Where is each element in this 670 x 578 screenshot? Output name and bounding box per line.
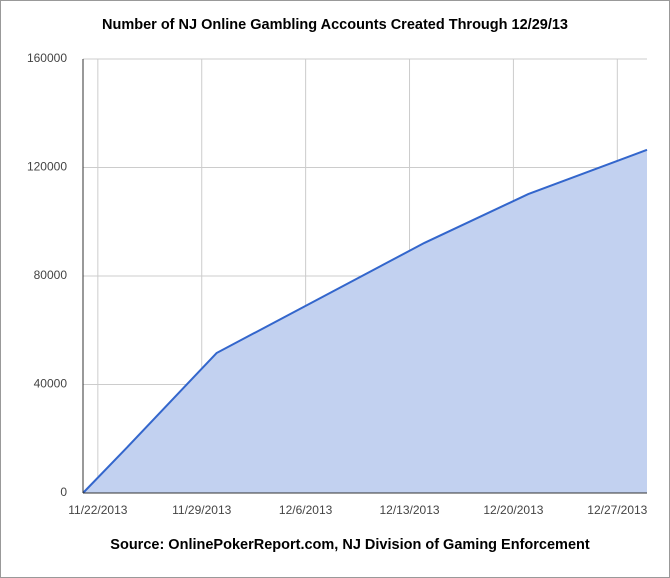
chart-title: Number of NJ Online Gambling Accounts Cr… <box>102 17 568 33</box>
y-tick-label: 0 <box>60 485 67 499</box>
x-tick-label: 12/20/2013 <box>483 503 543 517</box>
chart-source: Source: OnlinePokerReport.com, NJ Divisi… <box>110 537 590 553</box>
area <box>83 149 647 493</box>
y-tick-label: 40000 <box>34 377 68 391</box>
y-tick-label: 80000 <box>34 268 68 282</box>
line <box>82 148 648 494</box>
y-tick-label: 160000 <box>27 51 67 65</box>
x-tick-label: 12/13/2013 <box>379 503 439 517</box>
x-tick-label: 12/6/2013 <box>279 503 333 517</box>
y-tick-label: 120000 <box>27 160 67 174</box>
x-tick-label: 12/27/2013 <box>587 503 647 517</box>
x-tick-label: 11/22/2013 <box>68 503 127 517</box>
x-tick-label: 11/29/2013 <box>172 503 231 517</box>
